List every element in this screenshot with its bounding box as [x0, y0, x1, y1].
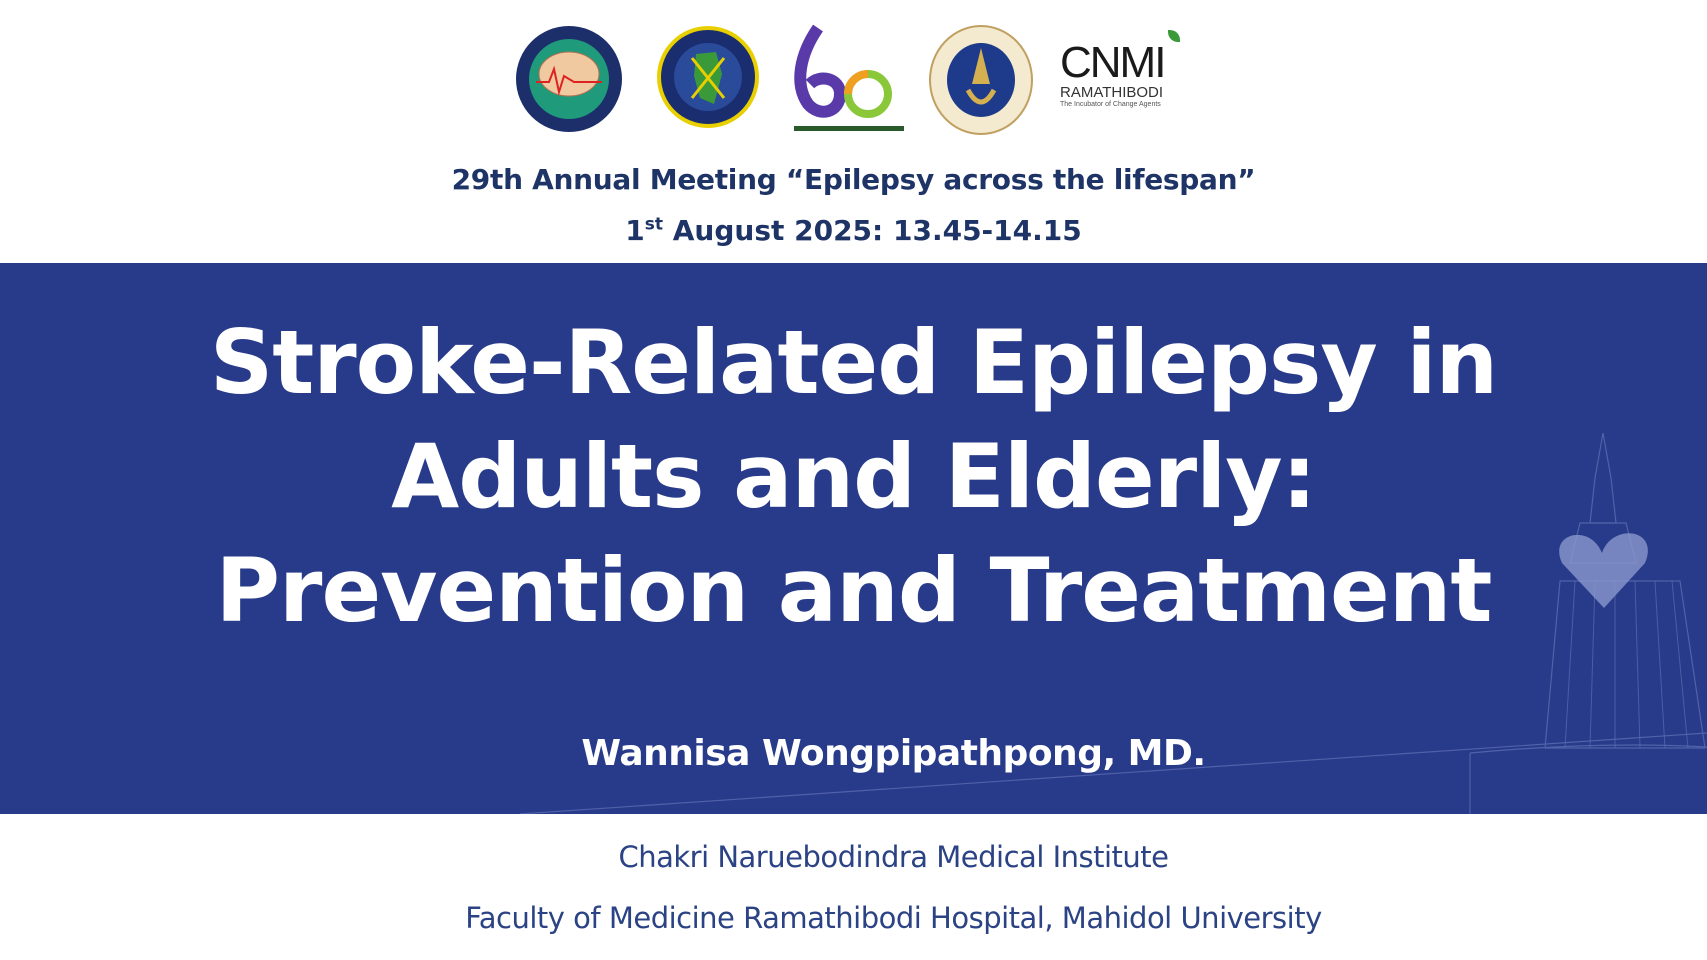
- mahidol-university-seal: [929, 25, 1033, 135]
- author-name: Wannisa Wongpipathpong, MD.: [581, 733, 1206, 774]
- monument-watermark: [519, 432, 1707, 814]
- meeting-date: 1st August 2025: 13.45-14.15: [625, 214, 1082, 247]
- institute-name: Chakri Naruebodindra Medical Institute: [618, 840, 1169, 874]
- logo-row: CNMI RAMATHIBODI The Incubator of Change…: [0, 24, 1707, 140]
- presentation-title: Stroke-Related Epilepsy in Adults and El…: [209, 311, 1498, 642]
- cnmi-logo: CNMI RAMATHIBODI The Incubator of Change…: [1060, 30, 1200, 108]
- neurological-society-logo: [657, 26, 759, 128]
- meeting-title: 29th Annual Meeting “Epilepsy across the…: [451, 163, 1256, 196]
- epilepsy-society-logo: [516, 26, 622, 132]
- faculty-name: Faculty of Medicine Ramathibodi Hospital…: [465, 901, 1322, 935]
- title-banner: Stroke-Related Epilepsy in Adults and El…: [0, 263, 1707, 814]
- ramathibodi-60-logo: [794, 24, 904, 131]
- leaf-icon: [1168, 30, 1180, 42]
